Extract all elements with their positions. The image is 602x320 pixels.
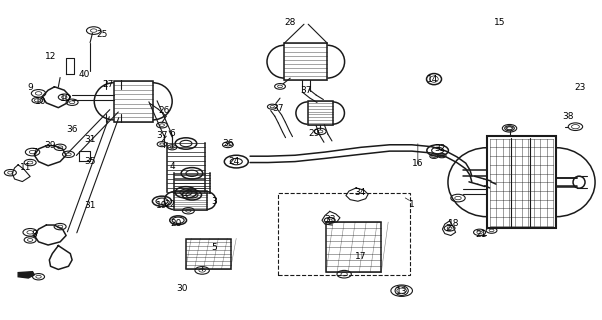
Text: 9: 9 bbox=[27, 83, 33, 92]
Text: 1: 1 bbox=[409, 200, 415, 209]
Text: 28: 28 bbox=[285, 18, 296, 27]
Text: 37: 37 bbox=[273, 104, 284, 113]
Polygon shape bbox=[18, 272, 34, 278]
Text: 4: 4 bbox=[169, 162, 175, 171]
Bar bbox=[278, 193, 410, 275]
Text: 23: 23 bbox=[574, 83, 585, 92]
Text: 24: 24 bbox=[228, 157, 240, 166]
Bar bbox=[308, 101, 333, 125]
Text: 17: 17 bbox=[355, 252, 367, 261]
Text: 15: 15 bbox=[494, 18, 506, 27]
Text: 22: 22 bbox=[165, 200, 176, 209]
Bar bbox=[173, 191, 206, 211]
Text: 8: 8 bbox=[31, 230, 37, 239]
Text: 31: 31 bbox=[84, 135, 96, 144]
Text: 7: 7 bbox=[31, 148, 37, 156]
Bar bbox=[284, 44, 327, 80]
Bar bbox=[185, 238, 231, 269]
Text: 40: 40 bbox=[78, 70, 90, 79]
Text: 29: 29 bbox=[308, 129, 320, 138]
Text: 5: 5 bbox=[211, 243, 217, 252]
Text: 36: 36 bbox=[66, 125, 78, 134]
Bar bbox=[326, 222, 381, 272]
Text: 31: 31 bbox=[84, 202, 96, 211]
Text: 10: 10 bbox=[34, 97, 46, 106]
Text: 32: 32 bbox=[434, 144, 445, 153]
Text: 20: 20 bbox=[171, 219, 182, 228]
Text: 25: 25 bbox=[96, 30, 108, 39]
Text: 13: 13 bbox=[396, 287, 408, 296]
Text: 37: 37 bbox=[300, 86, 312, 95]
Text: 39: 39 bbox=[45, 141, 56, 150]
Text: 14: 14 bbox=[427, 75, 438, 84]
Text: 27: 27 bbox=[102, 80, 114, 89]
Text: 19: 19 bbox=[157, 202, 168, 211]
Text: 35: 35 bbox=[84, 157, 96, 166]
Text: 3: 3 bbox=[211, 197, 217, 206]
Text: 12: 12 bbox=[45, 52, 56, 61]
Text: 30: 30 bbox=[176, 284, 188, 293]
Bar bbox=[114, 81, 153, 122]
Text: 6: 6 bbox=[169, 129, 175, 138]
Text: 2: 2 bbox=[445, 224, 451, 233]
Text: 36: 36 bbox=[222, 139, 234, 148]
Text: 16: 16 bbox=[412, 159, 424, 168]
Text: 21: 21 bbox=[475, 230, 486, 239]
Text: 38: 38 bbox=[562, 112, 573, 121]
Text: 11: 11 bbox=[20, 164, 31, 172]
Text: 26: 26 bbox=[159, 106, 170, 115]
Text: 18: 18 bbox=[448, 219, 459, 228]
Bar bbox=[487, 136, 556, 228]
Text: 10: 10 bbox=[60, 94, 72, 103]
Text: 34: 34 bbox=[354, 188, 365, 197]
Text: 37: 37 bbox=[157, 131, 168, 140]
Text: 33: 33 bbox=[324, 215, 335, 224]
